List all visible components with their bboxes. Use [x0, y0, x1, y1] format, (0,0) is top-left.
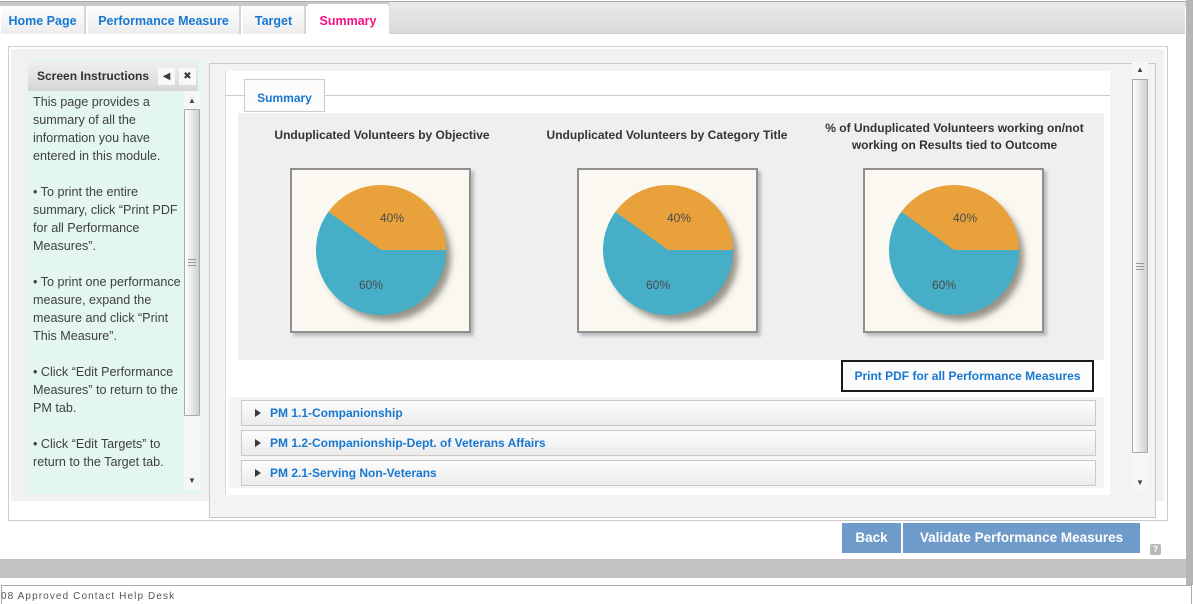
svg-text:40%: 40%	[667, 211, 691, 225]
svg-text:60%: 60%	[646, 278, 670, 292]
svg-text:40%: 40%	[953, 211, 977, 225]
svg-text:60%: 60%	[359, 278, 383, 292]
svg-text:60%: 60%	[932, 278, 956, 292]
svg-text:40%: 40%	[380, 211, 404, 225]
